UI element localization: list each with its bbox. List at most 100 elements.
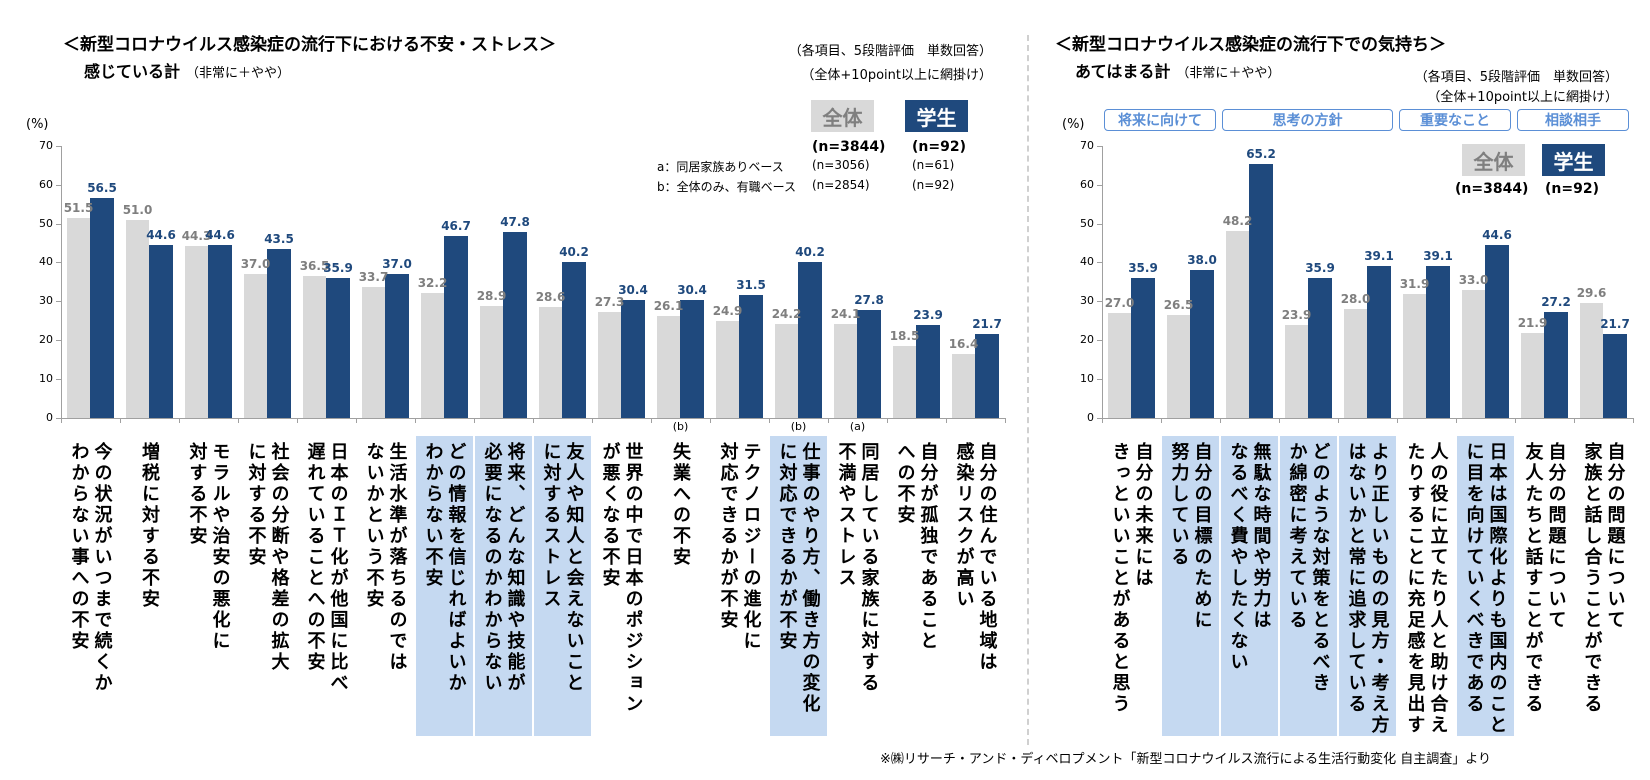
left-bar-student xyxy=(975,333,999,418)
right-y-axis xyxy=(1102,145,1103,418)
right-bar-student xyxy=(1131,278,1155,418)
left-bar-all xyxy=(775,323,798,418)
left-value-all: 37.0 xyxy=(240,257,271,272)
left-value-all: 33.7 xyxy=(358,269,389,284)
left-bar-student xyxy=(680,299,704,418)
left-value-all: 18.5 xyxy=(889,329,920,344)
left-row-a-all: (n=3056) xyxy=(812,158,870,172)
right-bar-all xyxy=(1167,314,1190,418)
left-y-tick-label: 0 xyxy=(46,411,53,424)
right-y-tick xyxy=(1097,262,1102,264)
left-highlight-band xyxy=(770,436,827,736)
right-n-student: (n=92) xyxy=(1545,181,1599,197)
left-y-tick-label: 60 xyxy=(39,177,53,191)
right-y-unit: (%) xyxy=(1062,117,1085,132)
right-value-all: 27.0 xyxy=(1104,295,1135,310)
right-y-tick xyxy=(1097,418,1102,419)
right-x-tick xyxy=(1338,418,1339,423)
right-bar-student xyxy=(1308,278,1332,418)
right-y-tick-label: 40 xyxy=(1080,255,1094,269)
left-category-note: (a) xyxy=(849,420,866,433)
left-category-note: (b) xyxy=(672,420,689,433)
left-category-label: 増税に対する不安 xyxy=(139,442,160,610)
left-y-unit: (%) xyxy=(26,117,49,132)
left-x-tick xyxy=(297,418,298,423)
left-value-all: 24.2 xyxy=(771,306,802,321)
left-highlight-band xyxy=(416,436,473,736)
left-x-tick xyxy=(61,418,62,423)
left-value-student: 23.9 xyxy=(913,308,943,323)
left-category-label: 失業への不安 xyxy=(670,442,691,568)
left-note-rating: （各項目、5段階評価 単数回答） xyxy=(788,44,992,59)
right-title: ＜新型コロナウイルス感染症の流行下での気持ち＞ xyxy=(1055,35,1446,55)
left-value-student: 47.8 xyxy=(500,215,530,230)
left-bar-student xyxy=(90,198,114,418)
left-row-b-student: (n=92) xyxy=(912,178,955,192)
left-category-note: (b) xyxy=(790,420,807,433)
right-y-tick xyxy=(1097,145,1102,147)
right-y-tick-label: 30 xyxy=(1080,294,1094,308)
left-bar-student xyxy=(798,261,822,418)
left-category-label: 同居している家族に対する 不満やストレス xyxy=(835,442,880,694)
right-bar-student xyxy=(1190,270,1214,418)
left-value-student: 46.7 xyxy=(441,219,471,234)
right-bar-all xyxy=(1108,312,1131,418)
left-bar-all xyxy=(362,286,385,418)
left-value-all: 24.1 xyxy=(830,307,861,322)
left-bar-student xyxy=(562,261,586,418)
left-y-tick-label: 10 xyxy=(39,372,53,386)
right-x-tick xyxy=(1161,418,1162,423)
right-value-student: 65.2 xyxy=(1246,147,1276,162)
left-x-tick xyxy=(769,418,770,423)
left-x-tick xyxy=(474,418,475,423)
left-bar-student xyxy=(267,248,291,418)
left-x-tick xyxy=(356,418,357,423)
left-bar-student xyxy=(444,236,468,418)
right-legend-all: 全体 xyxy=(1462,144,1525,176)
left-bar-all xyxy=(539,306,562,418)
right-category-label: 日本は国際化よりも国内のこと に目を向けていくべきである xyxy=(1463,442,1508,736)
left-bar-all xyxy=(185,245,208,418)
left-value-student: 27.8 xyxy=(854,292,884,307)
left-value-all: 36.5 xyxy=(299,259,330,273)
right-bar-student xyxy=(1367,265,1391,418)
left-y-tick-label: 70 xyxy=(39,138,53,152)
left-bar-student xyxy=(621,299,645,418)
right-value-student: 39.1 xyxy=(1364,248,1394,263)
left-y-axis xyxy=(61,145,62,418)
right-highlight-band xyxy=(1162,436,1219,736)
left-y-tick xyxy=(56,340,61,342)
left-bar-all xyxy=(67,217,90,418)
left-y-tick xyxy=(56,418,61,419)
right-value-student: 27.2 xyxy=(1541,295,1571,310)
right-highlight-band xyxy=(1339,436,1396,736)
right-value-student: 21.7 xyxy=(1600,316,1630,331)
left-y-tick-label: 40 xyxy=(39,255,53,269)
left-bar-all xyxy=(834,324,857,418)
right-value-all: 23.9 xyxy=(1281,308,1312,323)
left-value-student: 30.4 xyxy=(618,282,648,297)
right-highlight-band xyxy=(1221,436,1278,736)
right-value-all: 26.5 xyxy=(1163,297,1194,312)
right-value-student: 44.6 xyxy=(1482,227,1512,242)
left-y-tick-label: 20 xyxy=(39,333,53,347)
right-n-all: (n=3844) xyxy=(1455,181,1529,197)
right-note-highlight: （全体+10point以上に網掛け） xyxy=(1427,90,1618,105)
left-y-tick xyxy=(56,262,61,264)
left-category-label: 今の状況がいつまで続くか わからない事への不安 xyxy=(68,442,113,694)
right-value-student: 39.1 xyxy=(1423,248,1453,263)
right-bar-student xyxy=(1544,312,1568,418)
left-value-student: 44.6 xyxy=(205,227,235,242)
left-bar-student xyxy=(739,295,763,418)
right-subtitle-text: あてはまる計 xyxy=(1075,62,1171,81)
left-category-label: 社会の分断や格差の拡大 に対する不安 xyxy=(245,442,290,673)
right-group-重要なこと: 重要なこと xyxy=(1399,109,1511,131)
left-category-label: 友人や知人と会えないこと に対するストレス xyxy=(540,442,585,694)
right-bar-all xyxy=(1344,309,1367,418)
left-bar-student xyxy=(857,309,881,418)
left-y-tick xyxy=(56,184,61,186)
right-y-tick xyxy=(1097,223,1102,225)
left-x-tick xyxy=(1005,418,1006,423)
